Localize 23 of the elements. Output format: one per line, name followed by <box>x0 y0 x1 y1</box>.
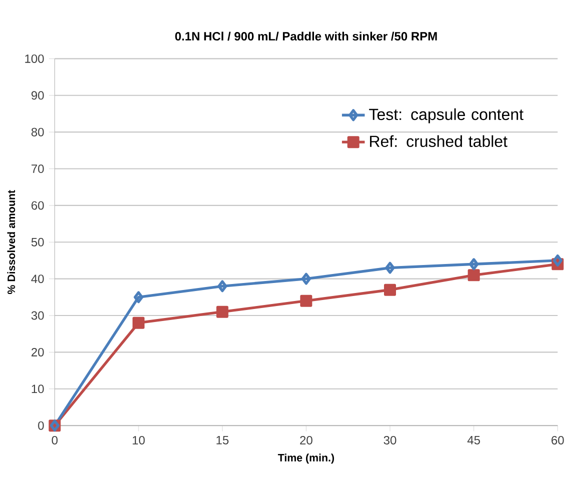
y-tick-label: 90 <box>32 91 44 100</box>
x-tick-label: 45 <box>467 436 480 444</box>
x-tick-label: 15 <box>216 436 229 444</box>
y-tick-label: 50 <box>31 238 44 246</box>
x-tick-label: 30 <box>384 436 396 444</box>
y-tick-label: 60 <box>32 201 44 210</box>
y-axis-title: % Dissolved amount <box>7 190 16 294</box>
y-tick-label: 80 <box>31 128 44 136</box>
y-tick-label: 0 <box>38 421 44 430</box>
y-tick-label: 10 <box>32 384 44 394</box>
x-tick-label: 0 <box>52 436 58 444</box>
legend-label: Ref: crushed tablet <box>370 135 508 147</box>
chart-title: 0.1N HCl / 900 mL/ Paddle with sinker /50 RPM <box>175 32 437 41</box>
y-tick-label: 30 <box>31 311 44 320</box>
x-tick-label: 60 <box>552 436 564 444</box>
y-tick-label: 40 <box>31 274 44 283</box>
y-tick-label: 70 <box>32 164 44 173</box>
legend-label: Test: capsule content <box>369 108 524 124</box>
x-tick-label: 10 <box>132 436 145 444</box>
x-axis-title: Time (min.) <box>278 454 334 464</box>
x-tick-label: 20 <box>300 436 312 444</box>
y-tick-label: 20 <box>32 348 44 356</box>
y-tick-label: 100 <box>25 54 44 63</box>
